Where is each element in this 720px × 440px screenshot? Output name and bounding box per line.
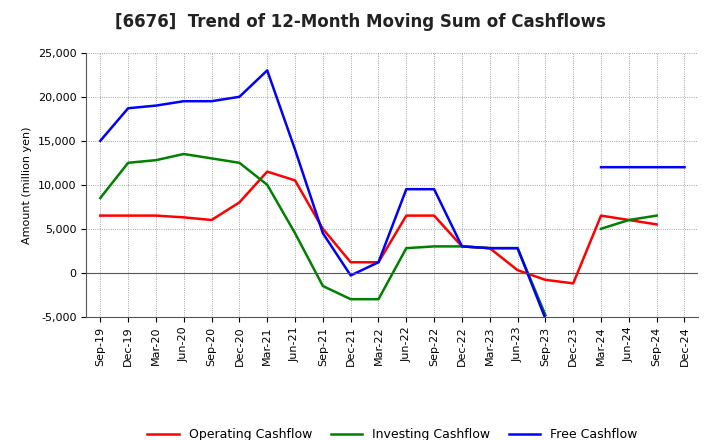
Legend: Operating Cashflow, Investing Cashflow, Free Cashflow: Operating Cashflow, Investing Cashflow, … bbox=[143, 423, 642, 440]
Investing Cashflow bbox=[485, 246, 494, 251]
Y-axis label: Amount (million yen): Amount (million yen) bbox=[22, 126, 32, 244]
Investing Cashflow bbox=[124, 160, 132, 165]
Free Cashflow bbox=[430, 187, 438, 192]
Operating Cashflow bbox=[291, 178, 300, 183]
Investing Cashflow bbox=[513, 246, 522, 251]
Investing Cashflow bbox=[152, 158, 161, 163]
Investing Cashflow bbox=[179, 151, 188, 157]
Free Cashflow bbox=[374, 260, 383, 265]
Free Cashflow bbox=[624, 165, 633, 170]
Operating Cashflow bbox=[458, 244, 467, 249]
Investing Cashflow bbox=[318, 283, 327, 289]
Operating Cashflow bbox=[652, 222, 661, 227]
Operating Cashflow bbox=[346, 260, 355, 265]
Operating Cashflow bbox=[152, 213, 161, 218]
Free Cashflow bbox=[541, 316, 550, 321]
Investing Cashflow bbox=[235, 160, 243, 165]
Investing Cashflow bbox=[207, 156, 216, 161]
Free Cashflow bbox=[346, 273, 355, 278]
Line: Free Cashflow: Free Cashflow bbox=[100, 70, 685, 319]
Operating Cashflow bbox=[402, 213, 410, 218]
Free Cashflow bbox=[652, 165, 661, 170]
Operating Cashflow bbox=[513, 268, 522, 273]
Investing Cashflow bbox=[597, 226, 606, 231]
Free Cashflow bbox=[263, 68, 271, 73]
Investing Cashflow bbox=[263, 182, 271, 187]
Operating Cashflow bbox=[430, 213, 438, 218]
Operating Cashflow bbox=[235, 200, 243, 205]
Investing Cashflow bbox=[624, 217, 633, 223]
Free Cashflow bbox=[597, 165, 606, 170]
Free Cashflow bbox=[458, 244, 467, 249]
Operating Cashflow bbox=[207, 217, 216, 223]
Operating Cashflow bbox=[318, 226, 327, 231]
Operating Cashflow bbox=[624, 217, 633, 223]
Free Cashflow bbox=[513, 246, 522, 251]
Line: Investing Cashflow: Investing Cashflow bbox=[100, 154, 657, 315]
Investing Cashflow bbox=[346, 297, 355, 302]
Investing Cashflow bbox=[402, 246, 410, 251]
Operating Cashflow bbox=[597, 213, 606, 218]
Investing Cashflow bbox=[541, 312, 550, 318]
Free Cashflow bbox=[485, 246, 494, 251]
Free Cashflow bbox=[207, 99, 216, 104]
Investing Cashflow bbox=[430, 244, 438, 249]
Operating Cashflow bbox=[541, 277, 550, 282]
Free Cashflow bbox=[318, 231, 327, 236]
Investing Cashflow bbox=[96, 195, 104, 201]
Investing Cashflow bbox=[374, 297, 383, 302]
Text: [6676]  Trend of 12-Month Moving Sum of Cashflows: [6676] Trend of 12-Month Moving Sum of C… bbox=[114, 13, 606, 31]
Free Cashflow bbox=[402, 187, 410, 192]
Investing Cashflow bbox=[291, 231, 300, 236]
Operating Cashflow bbox=[179, 215, 188, 220]
Free Cashflow bbox=[96, 138, 104, 143]
Operating Cashflow bbox=[96, 213, 104, 218]
Investing Cashflow bbox=[652, 213, 661, 218]
Investing Cashflow bbox=[458, 244, 467, 249]
Operating Cashflow bbox=[374, 260, 383, 265]
Free Cashflow bbox=[179, 99, 188, 104]
Free Cashflow bbox=[235, 94, 243, 99]
Line: Operating Cashflow: Operating Cashflow bbox=[100, 172, 657, 283]
Free Cashflow bbox=[680, 165, 689, 170]
Free Cashflow bbox=[124, 106, 132, 111]
Free Cashflow bbox=[152, 103, 161, 108]
Operating Cashflow bbox=[569, 281, 577, 286]
Operating Cashflow bbox=[124, 213, 132, 218]
Operating Cashflow bbox=[485, 246, 494, 251]
Operating Cashflow bbox=[263, 169, 271, 174]
Free Cashflow bbox=[291, 147, 300, 152]
